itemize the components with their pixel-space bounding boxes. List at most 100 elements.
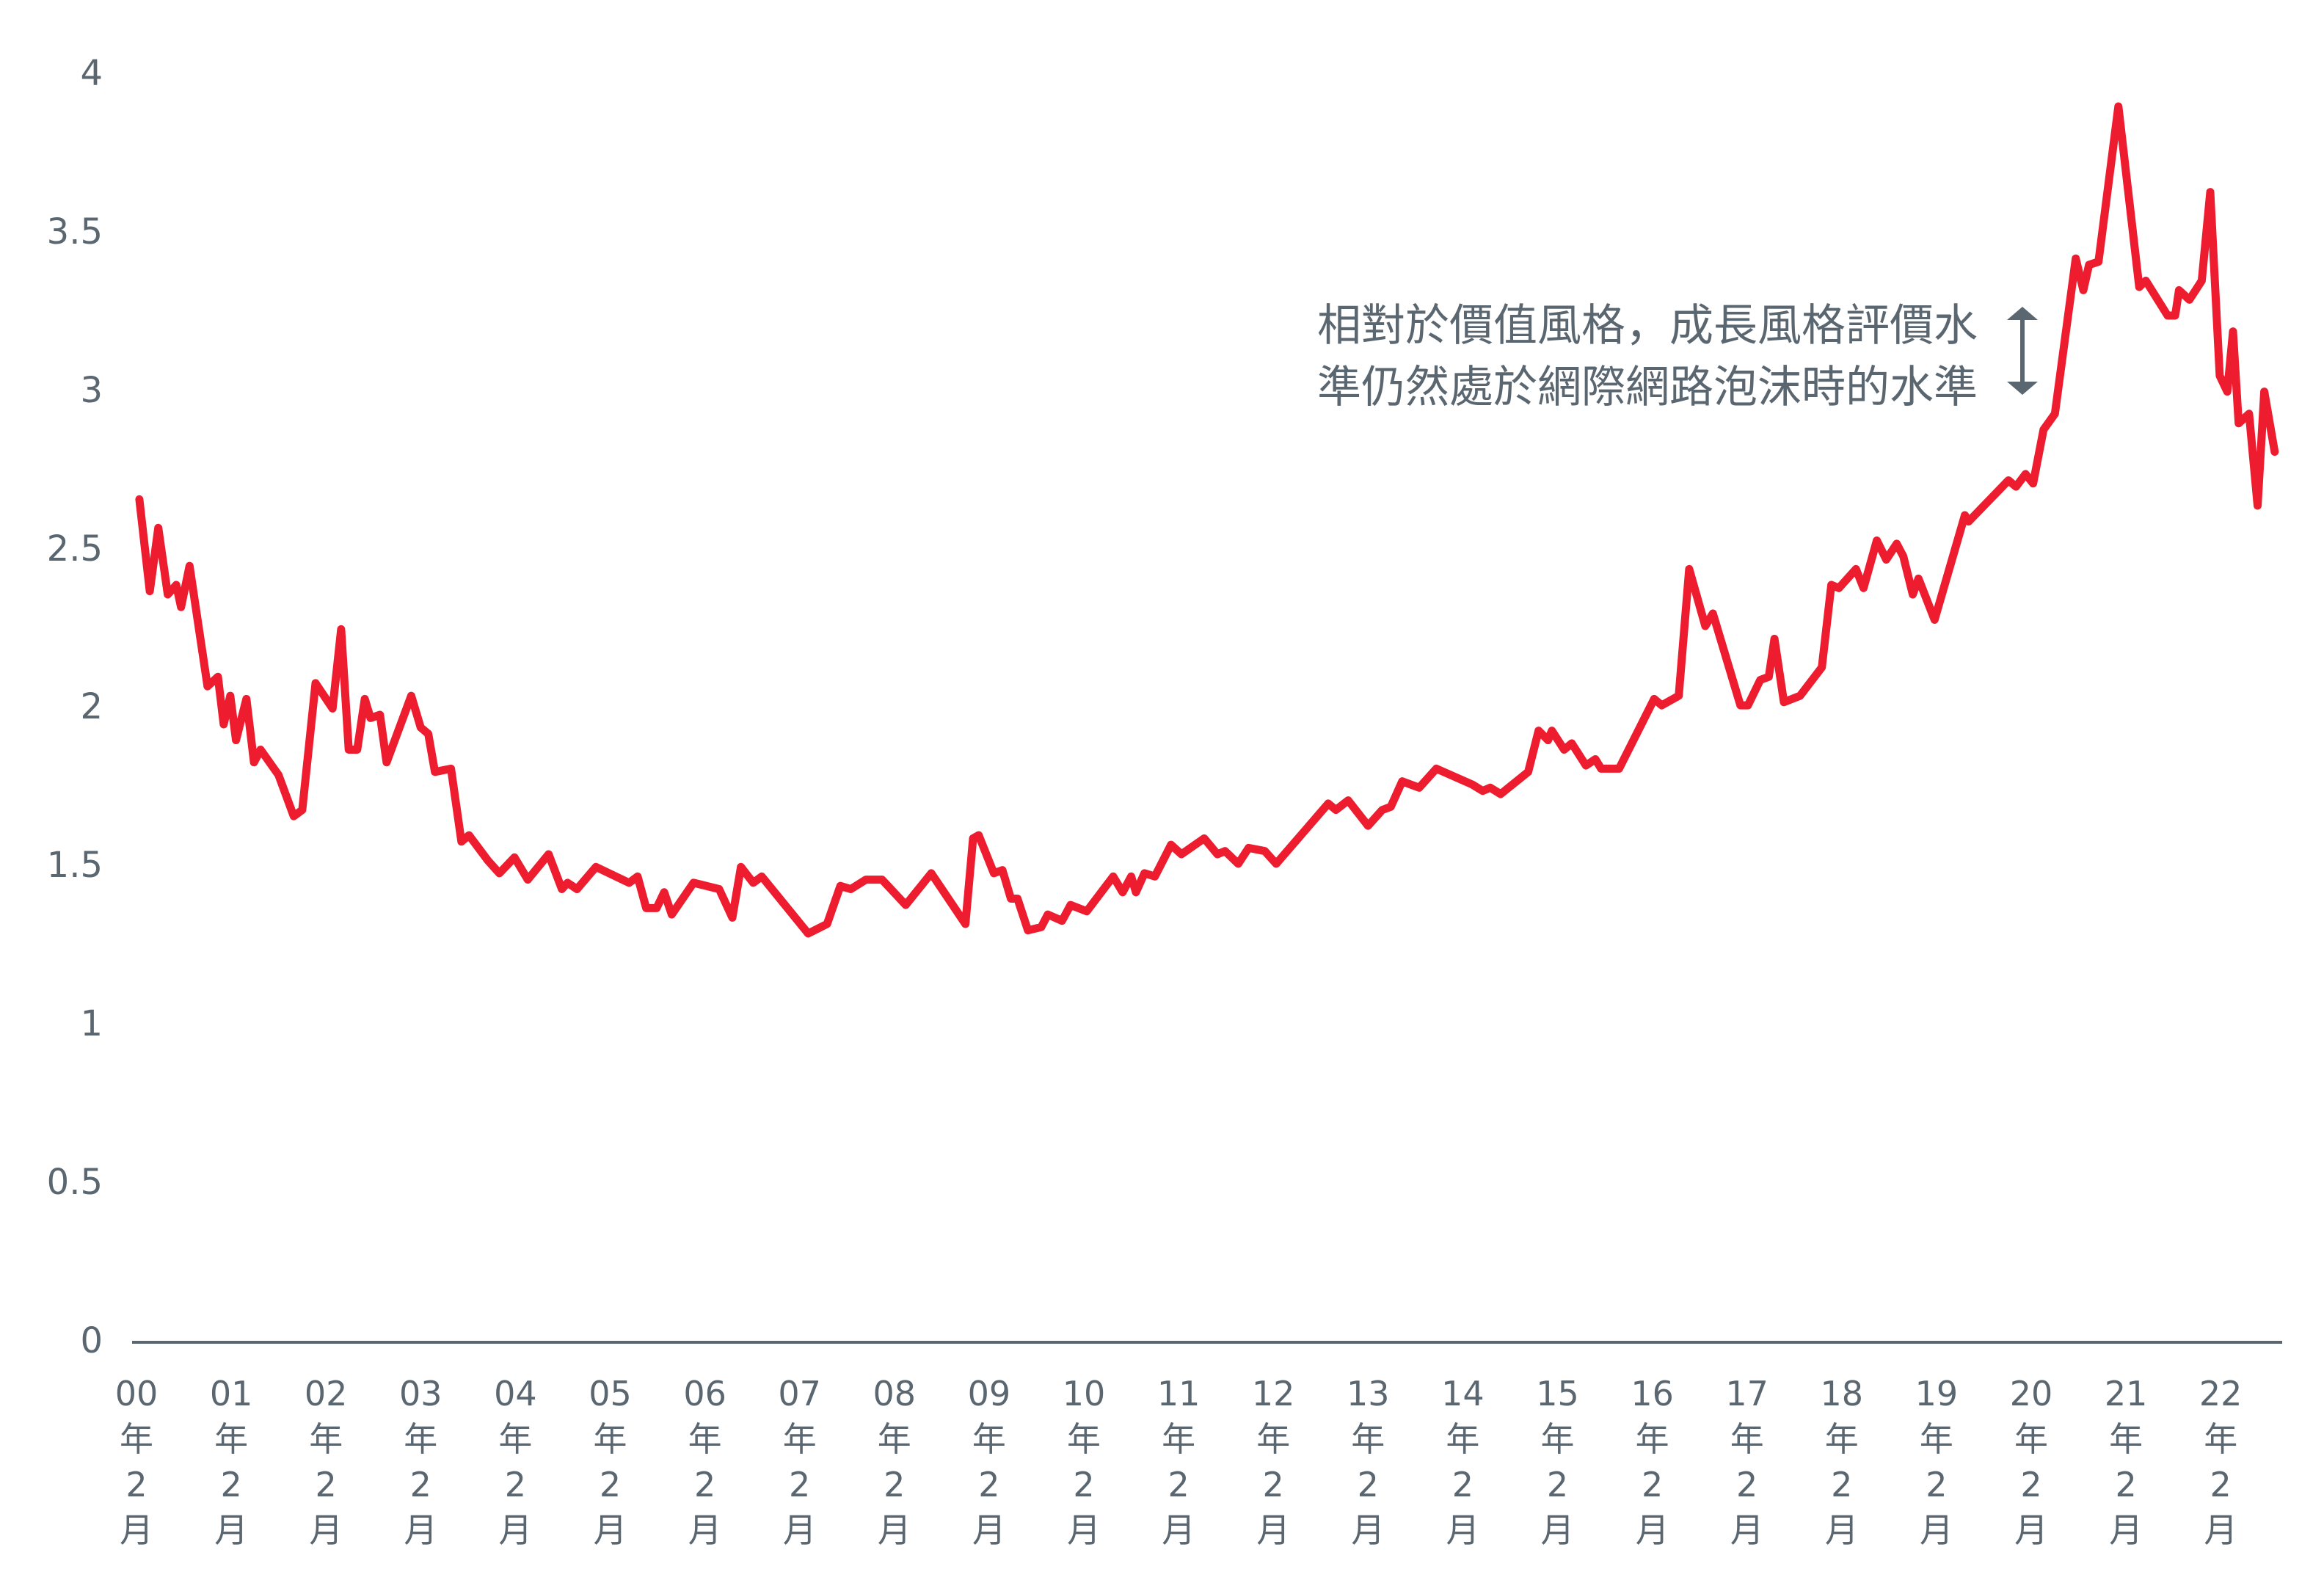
x-tick-month: 2 bbox=[884, 1465, 906, 1504]
y-tick-label: 3.5 bbox=[46, 211, 103, 252]
y-tick-label: 3 bbox=[80, 369, 103, 411]
x-tick-unit1: 年 bbox=[1446, 1419, 1480, 1459]
x-tick-month: 2 bbox=[125, 1465, 147, 1504]
x-tick-label: 20 年 2 月 bbox=[1995, 1371, 2068, 1553]
x-tick-unit1: 年 bbox=[1635, 1419, 1669, 1459]
x-tick-unit2: 月 bbox=[214, 1510, 249, 1550]
x-tick-label: 08 年 2 月 bbox=[858, 1371, 931, 1553]
y-tick-label: 1 bbox=[80, 1003, 103, 1045]
x-tick-label: 19 年 2 月 bbox=[1900, 1371, 1973, 1553]
x-tick-unit1: 年 bbox=[2109, 1419, 2143, 1459]
x-tick-year: 06 bbox=[683, 1374, 726, 1413]
x-tick-label: 03 年 2 月 bbox=[384, 1371, 457, 1553]
x-tick-unit2: 月 bbox=[309, 1510, 343, 1550]
x-tick-label: 09 年 2 月 bbox=[952, 1371, 1026, 1553]
x-tick-year: 17 bbox=[1725, 1374, 1769, 1413]
x-tick-year: 11 bbox=[1156, 1374, 1201, 1413]
x-tick-unit1: 年 bbox=[498, 1419, 533, 1459]
x-tick-unit1: 年 bbox=[688, 1419, 722, 1459]
x-tick-year: 08 bbox=[873, 1374, 917, 1413]
x-tick-month: 2 bbox=[1451, 1465, 1474, 1504]
x-tick-month: 2 bbox=[978, 1465, 1000, 1504]
x-tick-month: 2 bbox=[789, 1465, 811, 1504]
x-tick-unit1: 年 bbox=[309, 1419, 343, 1459]
x-tick-month: 2 bbox=[1168, 1465, 1190, 1504]
x-tick-unit1: 年 bbox=[1730, 1419, 1764, 1459]
x-tick-unit2: 月 bbox=[1540, 1510, 1575, 1550]
x-tick-label: 10 年 2 月 bbox=[1047, 1371, 1121, 1553]
x-tick-unit2: 月 bbox=[782, 1510, 817, 1550]
x-tick-year: 22 bbox=[2199, 1374, 2243, 1413]
x-tick-month: 2 bbox=[504, 1465, 527, 1504]
x-tick-unit2: 月 bbox=[2109, 1510, 2143, 1550]
x-tick-year: 14 bbox=[1441, 1374, 1485, 1413]
x-tick-year: 01 bbox=[209, 1374, 253, 1413]
x-tick-unit1: 年 bbox=[1162, 1419, 1196, 1459]
x-tick-label: 13 年 2 月 bbox=[1331, 1371, 1405, 1553]
x-tick-unit1: 年 bbox=[1256, 1419, 1291, 1459]
y-tick-label: 0.5 bbox=[46, 1162, 103, 1204]
x-tick-unit2: 月 bbox=[1067, 1510, 1101, 1550]
x-tick-unit2: 月 bbox=[1730, 1510, 1764, 1550]
x-tick-unit2: 月 bbox=[498, 1510, 533, 1550]
x-tick-year: 19 bbox=[1915, 1374, 1959, 1413]
x-tick-label: 02 年 2 月 bbox=[289, 1371, 363, 1553]
x-tick-month: 2 bbox=[1641, 1465, 1664, 1504]
x-tick-month: 2 bbox=[2210, 1465, 2232, 1504]
x-tick-unit2: 月 bbox=[2204, 1510, 2238, 1550]
x-tick-label: 01 年 2 月 bbox=[194, 1371, 268, 1553]
x-tick-label: 22 年 2 月 bbox=[2184, 1371, 2257, 1553]
x-tick-year: 18 bbox=[1820, 1374, 1864, 1413]
x-tick-month: 2 bbox=[409, 1465, 431, 1504]
x-tick-unit2: 月 bbox=[688, 1510, 722, 1550]
growth-vs-value-valuation-line bbox=[135, 102, 2279, 938]
x-tick-unit2: 月 bbox=[1351, 1510, 1385, 1550]
x-tick-year: 13 bbox=[1347, 1374, 1390, 1413]
x-tick-unit2: 月 bbox=[1446, 1510, 1480, 1550]
x-tick-year: 09 bbox=[967, 1374, 1011, 1413]
x-tick-month: 2 bbox=[1831, 1465, 1853, 1504]
x-tick-year: 15 bbox=[1536, 1374, 1579, 1413]
x-tick-unit1: 年 bbox=[1824, 1419, 1859, 1459]
x-tick-month: 2 bbox=[1926, 1465, 1948, 1504]
x-tick-label: 12 年 2 月 bbox=[1236, 1371, 1310, 1553]
x-tick-year: 00 bbox=[114, 1374, 159, 1413]
x-tick-label: 18 年 2 月 bbox=[1805, 1371, 1879, 1553]
x-tick-month: 2 bbox=[1262, 1465, 1284, 1504]
x-tick-unit2: 月 bbox=[593, 1510, 627, 1550]
x-tick-unit1: 年 bbox=[120, 1419, 153, 1459]
x-tick-month: 2 bbox=[2115, 1465, 2137, 1504]
x-tick-unit2: 月 bbox=[1824, 1510, 1859, 1550]
y-tick-label: 0 bbox=[80, 1320, 103, 1361]
x-tick-year: 10 bbox=[1062, 1374, 1106, 1413]
x-tick-label: 16 年 2 月 bbox=[1616, 1371, 1689, 1553]
x-tick-year: 05 bbox=[589, 1374, 632, 1413]
x-tick-unit2: 月 bbox=[404, 1510, 438, 1550]
x-tick-label: 14 年 2 月 bbox=[1426, 1371, 1499, 1553]
x-tick-year: 02 bbox=[304, 1374, 348, 1413]
x-tick-year: 03 bbox=[399, 1374, 442, 1413]
x-tick-unit1: 年 bbox=[2014, 1419, 2048, 1459]
x-tick-label: 15 年 2 月 bbox=[1521, 1371, 1595, 1553]
annotation-line-2: 準仍然處於網際網路泡沫時的水準 bbox=[1317, 362, 1978, 413]
y-tick-label: 2 bbox=[80, 686, 103, 728]
x-tick-unit2: 月 bbox=[1162, 1510, 1196, 1550]
x-tick-month: 2 bbox=[220, 1465, 242, 1504]
x-tick-unit2: 月 bbox=[1256, 1510, 1291, 1550]
x-tick-unit2: 月 bbox=[1919, 1510, 1953, 1550]
x-tick-unit2: 月 bbox=[2014, 1510, 2048, 1550]
x-tick-month: 2 bbox=[599, 1465, 622, 1504]
x-tick-label: 11 年 2 月 bbox=[1142, 1371, 1215, 1553]
x-tick-unit1: 年 bbox=[972, 1419, 1006, 1459]
x-tick-month: 2 bbox=[1073, 1465, 1095, 1504]
x-tick-label: 17 年 2 月 bbox=[1711, 1371, 1784, 1553]
x-tick-year: 12 bbox=[1251, 1374, 1295, 1413]
x-tick-label: 04 年 2 月 bbox=[478, 1371, 552, 1553]
x-tick-year: 20 bbox=[2009, 1374, 2053, 1413]
x-tick-label: 05 年 2 月 bbox=[574, 1371, 647, 1553]
x-tick-month: 2 bbox=[693, 1465, 716, 1504]
x-tick-unit1: 年 bbox=[877, 1419, 911, 1459]
x-tick-label: 06 年 2 月 bbox=[669, 1371, 742, 1553]
x-tick-unit1: 年 bbox=[593, 1419, 627, 1459]
